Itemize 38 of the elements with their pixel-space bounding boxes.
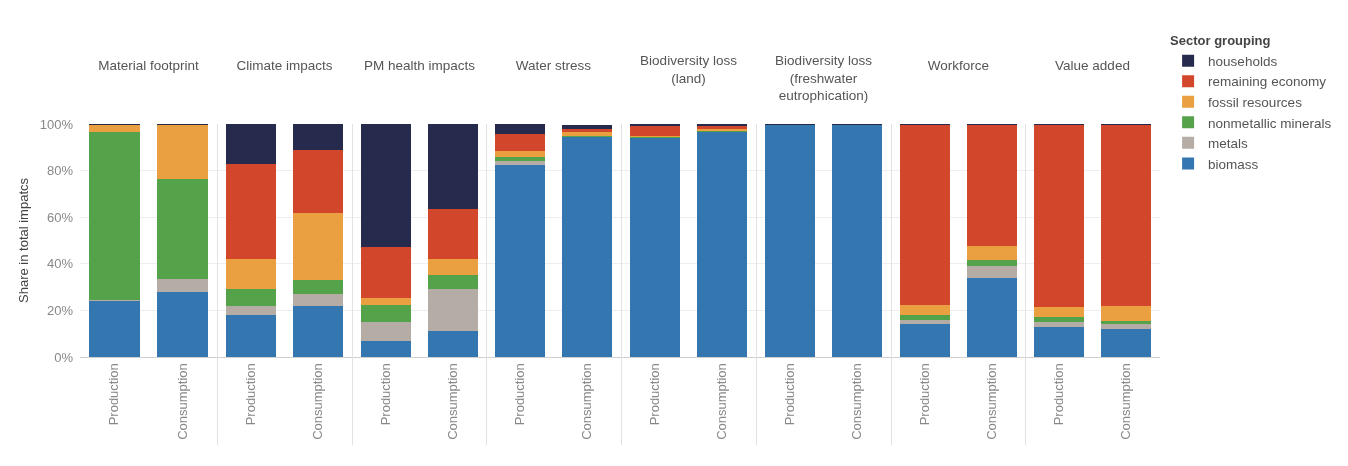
legend-label: households (1208, 53, 1278, 69)
x-tick-label: Consumption (174, 363, 190, 440)
chart-title: Water stress (516, 57, 592, 73)
x-tick-label: Production (1051, 363, 1067, 426)
x-tick-label: Production (242, 363, 258, 426)
x-tick-label: Consumption (849, 363, 865, 440)
chart-title: Value added (1055, 57, 1131, 73)
chart-title: Workforce (927, 57, 989, 73)
legend-label: biomass (1208, 156, 1259, 172)
x-tick-label: Production (512, 363, 528, 426)
y-tick-label: 100% (39, 116, 74, 132)
y-tick-label: 20% (46, 302, 74, 318)
chart-title: PM health impacts (363, 57, 475, 73)
x-tick-label: Consumption (445, 363, 461, 440)
chart-title: Biodiversity loss (freshwater eutrophication) (774, 53, 872, 104)
legend-label: fossil resources (1208, 95, 1303, 111)
x-tick-label: Consumption (310, 363, 326, 440)
y-axis-title: Share in total impatcs (15, 177, 31, 304)
chart-title: Climate impacts (236, 57, 333, 73)
chart-title: Biodiversity loss (land) (640, 53, 738, 86)
legend-label: nonmetallic minerals (1208, 115, 1332, 131)
x-tick-label: Consumption (714, 363, 730, 440)
legend-title: Sector grouping (1170, 33, 1271, 49)
y-tick-label: 80% (46, 163, 74, 179)
x-tick-label: Consumption (1118, 363, 1134, 440)
x-tick-label: Production (916, 363, 932, 426)
x-tick-label: Production (781, 363, 797, 426)
x-tick-label: Consumption (984, 363, 1000, 440)
y-tick-label: 60% (46, 209, 74, 225)
x-tick-label: Production (647, 363, 663, 426)
y-tick-label: 0% (54, 349, 74, 365)
chart-title: Material footprint (98, 57, 200, 73)
x-tick-label: Consumption (579, 363, 595, 440)
x-tick-label: Production (106, 363, 122, 426)
y-tick-label: 40% (46, 256, 74, 272)
x-tick-label: Production (377, 363, 393, 426)
legend-label: remaining economy (1208, 74, 1327, 90)
legend-label: metals (1208, 136, 1249, 152)
